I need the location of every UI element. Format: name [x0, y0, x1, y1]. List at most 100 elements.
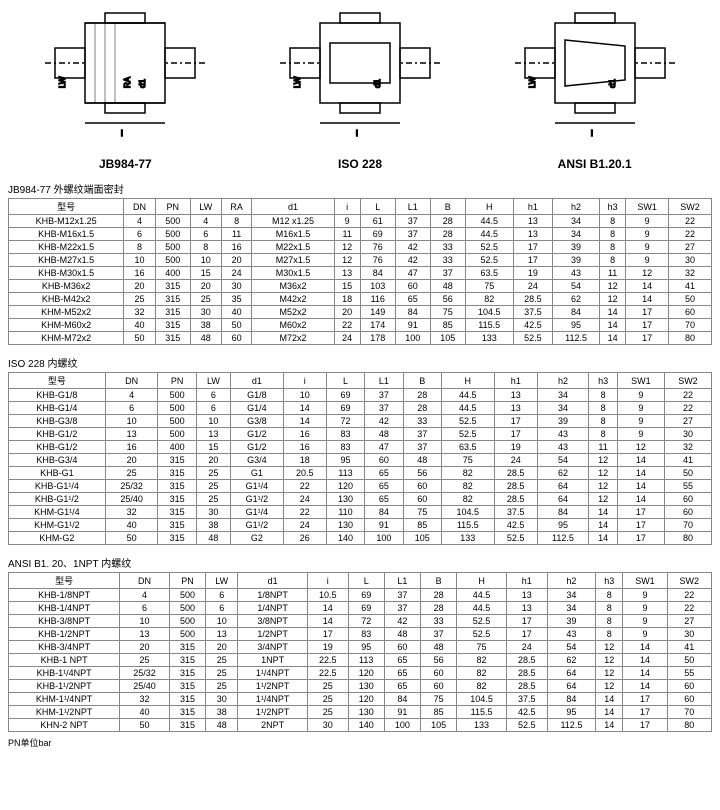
table-cell: 32	[664, 441, 711, 454]
table-cell: 13	[206, 628, 238, 641]
table-cell: 22	[669, 228, 712, 241]
table-cell: M16x1.5	[252, 228, 334, 241]
table-header: B	[430, 199, 465, 215]
table-cell: 17	[623, 693, 667, 706]
table-row: KHB-G1/845006G1/81069372844.513348922	[9, 389, 712, 402]
table-cell: 14	[589, 532, 618, 545]
table-header: i	[283, 373, 326, 389]
table-cell: 69	[326, 402, 364, 415]
table-cell: 84	[395, 306, 430, 319]
table-cell: 500	[155, 241, 190, 254]
table-cell: 25	[206, 654, 238, 667]
table-cell: 17	[626, 306, 669, 319]
table-cell: 1/4NPT	[238, 602, 308, 615]
table-cell: 133	[457, 719, 507, 732]
table-row: KHB-1¹/2NPT25/40315251¹/2NPT251306560822…	[9, 680, 712, 693]
table-cell: 17	[506, 628, 547, 641]
table-cell: 64	[547, 667, 596, 680]
table-cell: 105	[421, 719, 457, 732]
table-cell: G3/8	[231, 415, 284, 428]
table-row: KHB-M36x2203152030M36x215103604875245412…	[9, 280, 712, 293]
table-row: KHB-1/4NPT650061/4NPT1469372844.51334892…	[9, 602, 712, 615]
table-cell: 60	[421, 680, 457, 693]
table-cell: 315	[158, 480, 196, 493]
table-cell: 315	[158, 493, 196, 506]
table-cell: 3/8NPT	[238, 615, 308, 628]
table-cell: 56	[421, 654, 457, 667]
table-cell: 42	[395, 254, 430, 267]
table-cell: KHM-G2	[9, 532, 106, 545]
table-cell: 25	[196, 480, 230, 493]
table-cell: 17	[626, 332, 669, 345]
table-cell: 22	[667, 602, 711, 615]
table-cell: 10.5	[307, 589, 348, 602]
diagram-jb984: LW RA d1 i JB984-77	[8, 8, 243, 171]
table-cell: 40	[124, 319, 155, 332]
table-cell: 17	[307, 628, 348, 641]
table-cell: 30	[221, 280, 252, 293]
table-cell: 18	[283, 454, 326, 467]
table-cell: 19	[513, 267, 552, 280]
table-cell: 25	[190, 293, 221, 306]
table-cell: 18	[334, 293, 360, 306]
table-cell: 64	[537, 493, 588, 506]
table-cell: 174	[360, 319, 395, 332]
table-cell: 20	[221, 254, 252, 267]
table-cell: KHB-3/8NPT	[9, 615, 120, 628]
svg-text:LW: LW	[293, 76, 302, 88]
table-cell: 103	[360, 280, 395, 293]
table-cell: 140	[326, 532, 364, 545]
table-cell: G1¹/4	[231, 480, 284, 493]
table-cell: 28	[421, 589, 457, 602]
table-header: h3	[589, 373, 618, 389]
table-cell: 37	[395, 215, 430, 228]
table-cell: 42.5	[494, 519, 537, 532]
table-cell: 8	[600, 241, 626, 254]
table-cell: 1/8NPT	[238, 589, 308, 602]
table-row: KHB-M16x1.56500611M16x1.51169372844.5133…	[9, 228, 712, 241]
table-cell: 39	[553, 254, 600, 267]
table-cell: 75	[457, 641, 507, 654]
table-cell: KHM-M60x2	[9, 319, 124, 332]
table-cell: G1/2	[231, 441, 284, 454]
table-cell: KHM-1¹/2NPT	[9, 706, 120, 719]
table-header: L	[326, 373, 364, 389]
table-cell: 42	[384, 615, 420, 628]
table-cell: 28	[403, 402, 441, 415]
table-cell: 76	[360, 254, 395, 267]
table-cell: 24	[283, 493, 326, 506]
table-cell: M36x2	[252, 280, 334, 293]
table-row: KHB-M22x1.58500816M22x1.51276423352.5173…	[9, 241, 712, 254]
table-cell: 38	[196, 519, 230, 532]
table-cell: 22	[283, 506, 326, 519]
table-cell: 16	[221, 241, 252, 254]
table-cell: 113	[326, 467, 364, 480]
table-cell: G3/4	[231, 454, 284, 467]
table-cell: 14	[600, 332, 626, 345]
table-cell: 12	[600, 293, 626, 306]
table-cell: 30	[669, 254, 712, 267]
table-cell: 22	[667, 589, 711, 602]
table-cell: 48	[430, 280, 465, 293]
table-header: L1	[365, 373, 403, 389]
table-cell: 54	[547, 641, 596, 654]
table-cell: 10	[196, 415, 230, 428]
table-cell: 60	[395, 280, 430, 293]
table-cell: 22.5	[307, 654, 348, 667]
table-cell: 6	[206, 589, 238, 602]
table-cell: 91	[395, 319, 430, 332]
table-cell: 12	[600, 280, 626, 293]
table-cell: 8	[600, 254, 626, 267]
table-row: KHB-1¹/4NPT25/32315251¹/4NPT22.512065608…	[9, 667, 712, 680]
table-cell: 91	[384, 706, 420, 719]
table-cell: 95	[553, 319, 600, 332]
table-cell: 13	[513, 215, 552, 228]
table-cell: 50	[120, 719, 170, 732]
table-cell: 6	[206, 602, 238, 615]
table-cell: 95	[326, 454, 364, 467]
table-cell: 48	[384, 628, 420, 641]
table-cell: 22.5	[307, 667, 348, 680]
diagram-ansi: LW d1 i ANSI B1.20.1	[477, 8, 712, 171]
table-header: LW	[206, 573, 238, 589]
table-cell: 76	[360, 241, 395, 254]
